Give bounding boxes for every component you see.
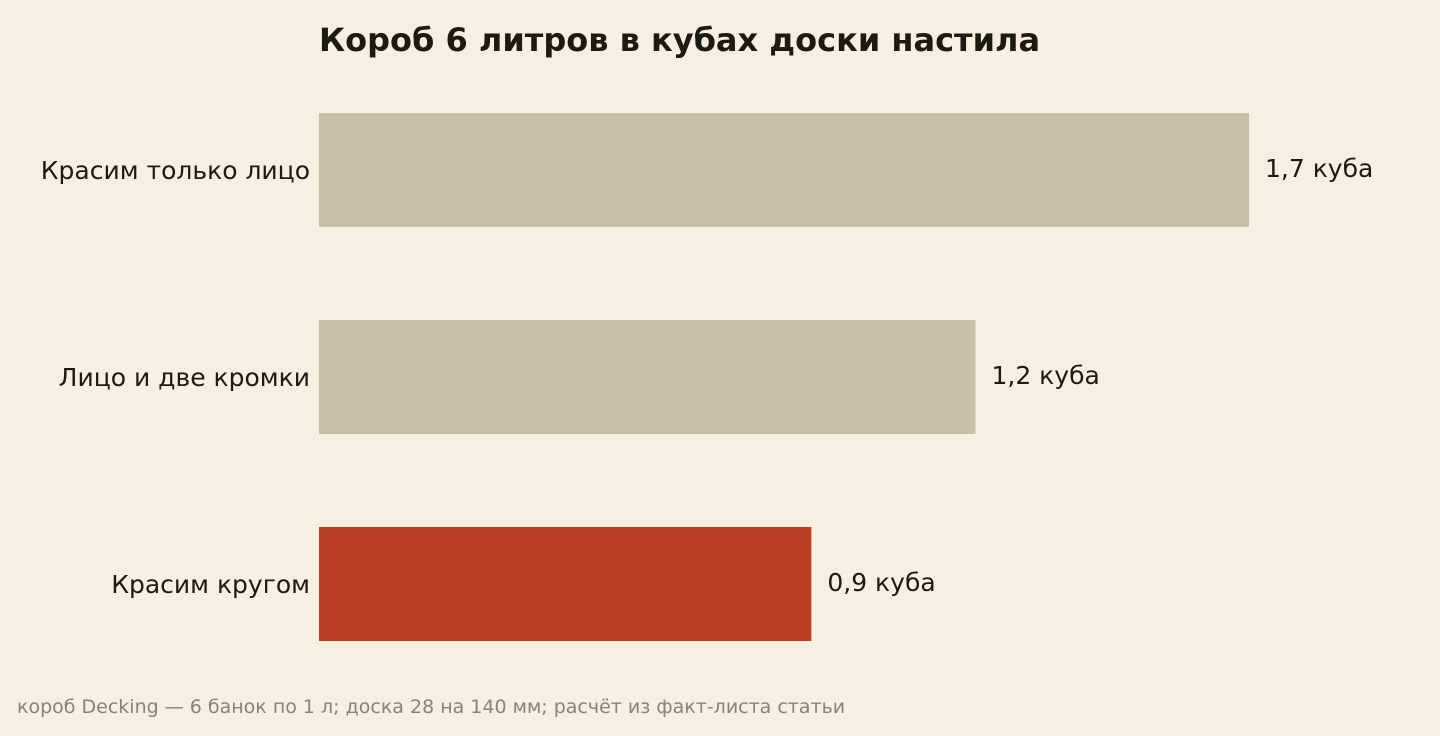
value-label: 0,9 куба	[827, 568, 935, 597]
category-label: Лицо и две кромки	[59, 363, 310, 392]
value-label: 1,2 куба	[991, 361, 1099, 390]
value-label: 1,7 куба	[1265, 154, 1373, 183]
category-label: Красим кругом	[111, 570, 310, 599]
bar	[319, 527, 812, 641]
bars-group: Красим только лицо 1,7 куба Лицо и две кро…	[41, 113, 1373, 641]
chart-title: Короб 6 литров в кубах доски настила	[319, 21, 1040, 59]
bar	[319, 113, 1249, 227]
category-label: Красим только лицо	[41, 156, 310, 185]
footnote: короб Decking — 6 банок по 1 л; доска 28…	[17, 696, 846, 718]
bar	[319, 320, 976, 434]
